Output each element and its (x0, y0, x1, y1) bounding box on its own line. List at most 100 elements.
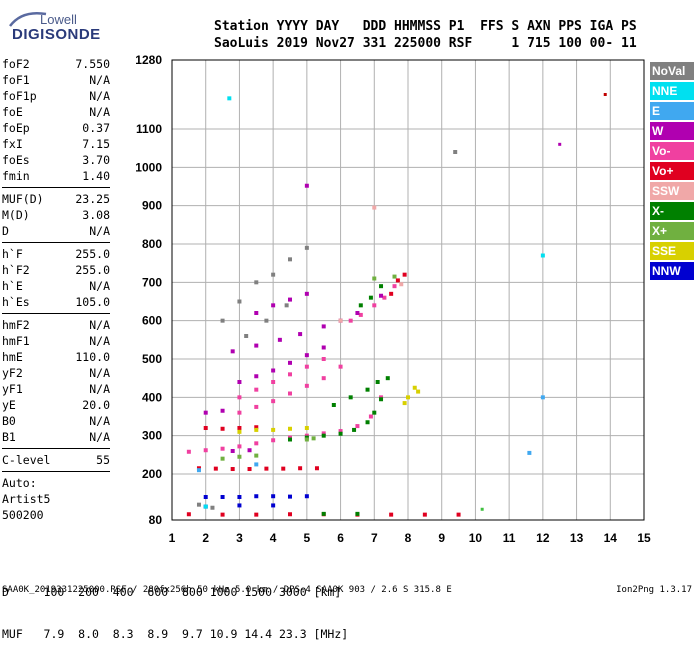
echo-point (288, 494, 292, 499)
header-columns: Station YYYY DAY DDD HHMMSS P1 FFS S AXN… (214, 19, 637, 34)
echo-point (338, 364, 343, 369)
param-row: B1 N/A (2, 430, 110, 444)
echo-point (237, 426, 242, 430)
param-row: yF2 N/A (2, 366, 110, 380)
echo-point (372, 410, 377, 415)
echo-point (399, 282, 404, 287)
echo-point (237, 380, 242, 384)
echo-point (288, 360, 292, 365)
echo-point (220, 512, 225, 517)
param-group-1: foF2 7.550 foF1 N/A foF1p N/A foE N/A foEp 0.… (2, 56, 110, 184)
x-tick-label: 4 (270, 531, 277, 545)
echo-point (254, 311, 259, 315)
echo-point (558, 142, 562, 146)
param-group-3: h`F 255.0 h`F2 255.0 h`E N/A h`Es 105.0 (2, 246, 110, 310)
echo-point (247, 467, 252, 472)
echo-point (321, 345, 326, 350)
echo-point (220, 446, 225, 451)
echo-point (186, 512, 191, 517)
echo-point (288, 512, 292, 517)
param-row: hmF2 N/A (2, 318, 110, 332)
echo-point (311, 436, 316, 441)
legend-item-nnw: NNW (650, 262, 694, 280)
divider (2, 242, 110, 243)
series-e (196, 395, 545, 473)
echo-point (271, 303, 276, 308)
legend-item-sse: SSE (650, 242, 694, 260)
echo-point (277, 337, 282, 342)
echo-point (220, 426, 225, 431)
echo-point (271, 438, 276, 443)
echo-point (254, 441, 259, 446)
y-tick-label: 80 (149, 513, 163, 527)
echo-point (254, 453, 259, 458)
divider (2, 187, 110, 188)
echo-point (304, 494, 309, 499)
param-row: foF1 N/A (2, 73, 110, 87)
echo-point (372, 276, 377, 281)
y-tick-label: 300 (142, 429, 162, 443)
legend-item-nne: NNE (650, 82, 694, 100)
polarization-legend: NoVal NNE E W Vo- Vo+ SSW X- X+ SSE NNW (650, 62, 694, 282)
echo-point (352, 427, 357, 432)
legend-item-w: W (650, 122, 694, 140)
echo-point (416, 389, 421, 394)
auto-row: Auto: (2, 476, 37, 490)
echo-point (603, 93, 607, 96)
param-row: foEp 0.37 (2, 121, 110, 135)
echo-point (254, 387, 259, 392)
series-vo-plus (186, 272, 461, 517)
logo-lowell: Lowell (40, 12, 77, 27)
param-row: foF1p N/A (2, 89, 110, 103)
auto-row: 500200 (2, 508, 44, 522)
echo-point (237, 454, 242, 459)
echo-point (375, 380, 380, 384)
echo-point (203, 410, 208, 415)
echo-point (358, 312, 363, 317)
y-tick-labels: 80 200 300 400 500 600 700 800 900 1000 1100 1280 (135, 53, 162, 527)
echo-point (237, 299, 242, 304)
echo-point (254, 462, 259, 467)
echo-point (230, 467, 235, 472)
auto-row: Artist5 (2, 492, 51, 506)
y-tick-label: 500 (142, 352, 162, 366)
x-tick-label: 14 (604, 531, 618, 545)
echo-traces (186, 93, 607, 517)
echo-point (304, 291, 309, 296)
echo-point (389, 291, 394, 296)
series-nnw (203, 494, 309, 509)
echo-point (196, 468, 201, 473)
echo-point (395, 278, 400, 283)
echo-point (321, 433, 326, 438)
echo-point (304, 437, 309, 442)
echo-point (288, 391, 292, 396)
series-w (203, 183, 384, 453)
y-tick-label: 800 (142, 237, 162, 251)
echo-point (368, 414, 373, 419)
param-row: B0 N/A (2, 414, 110, 428)
d-muf-table: D 100 200 400 600 800 1000 1500 3000 [km… (2, 557, 348, 655)
echo-point (254, 512, 259, 517)
echo-point (288, 437, 292, 442)
echo-point (196, 502, 201, 507)
echo-point (264, 318, 269, 323)
echo-point (412, 385, 417, 390)
c-level-row: C-level 55 (2, 453, 110, 467)
legend-item-e: E (650, 102, 694, 120)
x-tick-label: 12 (536, 531, 550, 545)
y-tick-label: 400 (142, 390, 162, 404)
echo-point (247, 448, 252, 453)
echo-point (392, 274, 397, 279)
x-tick-label: 11 (503, 531, 516, 545)
echo-point (321, 324, 326, 329)
param-row: h`F 255.0 (2, 247, 110, 261)
echo-point (237, 429, 242, 434)
echo-point (304, 383, 309, 388)
x-tick-label: 6 (337, 531, 344, 545)
echo-point (271, 399, 276, 404)
legend-item-vo-plus: Vo+ (650, 162, 694, 180)
echo-point (264, 466, 269, 471)
echo-point (288, 297, 292, 302)
echo-point (338, 429, 343, 434)
grid (171, 59, 645, 521)
